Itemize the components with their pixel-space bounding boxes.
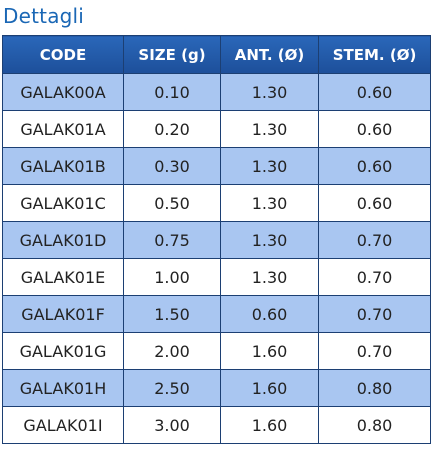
cell-stem: 0.70 bbox=[318, 258, 431, 296]
header-stem: STEM. (Ø) bbox=[318, 35, 431, 74]
cell-ant: 1.30 bbox=[220, 73, 319, 111]
header-ant: ANT. (Ø) bbox=[220, 35, 319, 74]
page-title: Dettagli bbox=[3, 4, 85, 28]
cell-ant: 1.30 bbox=[220, 258, 319, 296]
cell-code: GALAK01B bbox=[2, 147, 124, 185]
cell-size: 0.20 bbox=[123, 110, 221, 148]
header-size: SIZE (g) bbox=[123, 35, 221, 74]
cell-stem: 0.80 bbox=[318, 369, 431, 407]
table-row: GALAK01D 0.75 1.30 0.70 bbox=[2, 221, 431, 259]
cell-ant: 1.60 bbox=[220, 406, 319, 444]
cell-ant: 1.30 bbox=[220, 110, 319, 148]
cell-ant: 1.60 bbox=[220, 332, 319, 370]
cell-ant: 1.60 bbox=[220, 369, 319, 407]
table-row: GALAK01A 0.20 1.30 0.60 bbox=[2, 110, 431, 148]
cell-stem: 0.70 bbox=[318, 221, 431, 259]
cell-stem: 0.60 bbox=[318, 110, 431, 148]
cell-stem: 0.70 bbox=[318, 295, 431, 333]
cell-stem: 0.70 bbox=[318, 332, 431, 370]
cell-code: GALAK01D bbox=[2, 221, 124, 259]
cell-size: 0.75 bbox=[123, 221, 221, 259]
cell-size: 0.10 bbox=[123, 73, 221, 111]
cell-code: GALAK00A bbox=[2, 73, 124, 111]
cell-stem: 0.60 bbox=[318, 184, 431, 222]
table-row: GALAK01E 1.00 1.30 0.70 bbox=[2, 258, 431, 296]
details-table: CODE SIZE (g) ANT. (Ø) STEM. (Ø) GALAK00… bbox=[2, 35, 431, 444]
header-code: CODE bbox=[2, 35, 124, 74]
table-row: GALAK00A 0.10 1.30 0.60 bbox=[2, 73, 431, 111]
cell-code: GALAK01E bbox=[2, 258, 124, 296]
cell-ant: 0.60 bbox=[220, 295, 319, 333]
cell-stem: 0.80 bbox=[318, 406, 431, 444]
cell-ant: 1.30 bbox=[220, 221, 319, 259]
table-row: GALAK01F 1.50 0.60 0.70 bbox=[2, 295, 431, 333]
cell-code: GALAK01H bbox=[2, 369, 124, 407]
cell-code: GALAK01F bbox=[2, 295, 124, 333]
cell-code: GALAK01C bbox=[2, 184, 124, 222]
cell-code: GALAK01I bbox=[2, 406, 124, 444]
cell-ant: 1.30 bbox=[220, 147, 319, 185]
cell-size: 2.50 bbox=[123, 369, 221, 407]
cell-code: GALAK01G bbox=[2, 332, 124, 370]
cell-size: 0.30 bbox=[123, 147, 221, 185]
table-row: GALAK01G 2.00 1.60 0.70 bbox=[2, 332, 431, 370]
cell-stem: 0.60 bbox=[318, 73, 431, 111]
cell-size: 1.50 bbox=[123, 295, 221, 333]
cell-ant: 1.30 bbox=[220, 184, 319, 222]
table-row: GALAK01I 3.00 1.60 0.80 bbox=[2, 406, 431, 444]
table-header-row: CODE SIZE (g) ANT. (Ø) STEM. (Ø) bbox=[2, 35, 431, 74]
cell-stem: 0.60 bbox=[318, 147, 431, 185]
table-row: GALAK01C 0.50 1.30 0.60 bbox=[2, 184, 431, 222]
cell-size: 2.00 bbox=[123, 332, 221, 370]
cell-size: 3.00 bbox=[123, 406, 221, 444]
table-row: GALAK01H 2.50 1.60 0.80 bbox=[2, 369, 431, 407]
cell-code: GALAK01A bbox=[2, 110, 124, 148]
cell-size: 0.50 bbox=[123, 184, 221, 222]
cell-size: 1.00 bbox=[123, 258, 221, 296]
table-row: GALAK01B 0.30 1.30 0.60 bbox=[2, 147, 431, 185]
